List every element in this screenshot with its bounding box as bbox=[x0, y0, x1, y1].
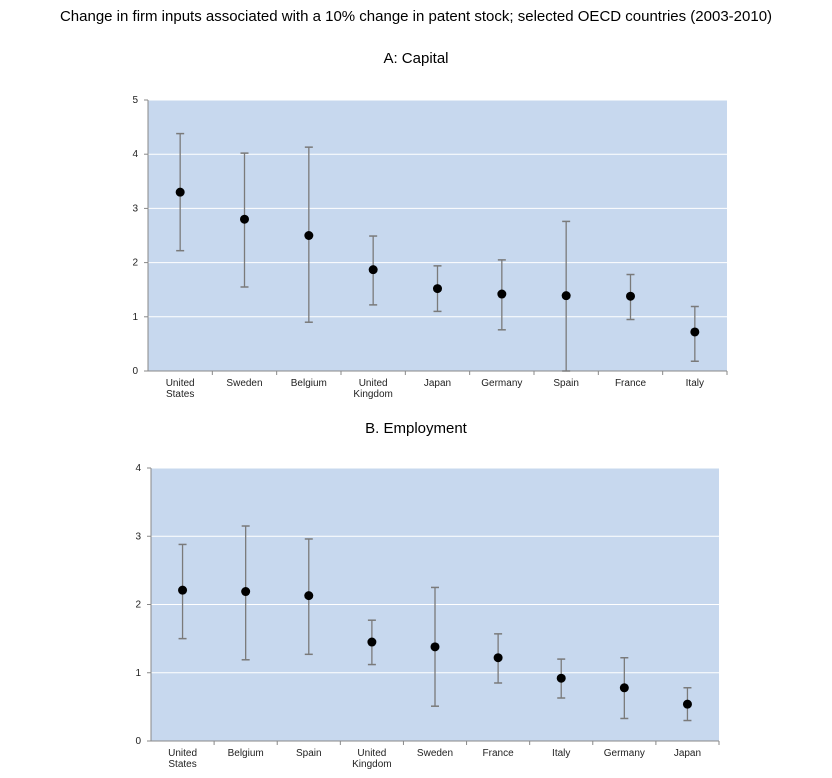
capital-y-tick-label: 0 bbox=[132, 366, 138, 377]
employment-category-label: Spain bbox=[296, 748, 322, 759]
capital-category-label-line: Spain bbox=[553, 378, 579, 389]
panel-a-title: A: Capital bbox=[383, 50, 449, 67]
employment-category-label: United States bbox=[168, 748, 197, 770]
employment-category-label-line: Spain bbox=[296, 748, 322, 759]
capital-point bbox=[690, 327, 700, 337]
employment-category-label-line: States bbox=[168, 759, 196, 770]
employment-y-tick-label: 4 bbox=[135, 463, 141, 474]
employment-category-label-line: United bbox=[168, 748, 197, 759]
employment-category-label-line: France bbox=[483, 748, 515, 759]
employment-category-label-line: Belgium bbox=[228, 748, 264, 759]
employment-point bbox=[367, 637, 377, 647]
capital-category-label-line: United bbox=[359, 378, 388, 389]
capital-category-label-line: Belgium bbox=[291, 378, 327, 389]
capital-point bbox=[626, 291, 635, 301]
capital-category-label-line: United bbox=[166, 378, 195, 389]
employment-point bbox=[430, 642, 440, 652]
capital-point bbox=[304, 231, 314, 240]
capital-point bbox=[433, 284, 442, 294]
capital-y-tick-label: 5 bbox=[132, 95, 138, 106]
capital-category-label: Belgium bbox=[291, 378, 327, 389]
panel-b-title: B. Employment bbox=[365, 420, 467, 437]
capital-y-tick-label: 1 bbox=[132, 312, 138, 323]
employment-point bbox=[178, 585, 188, 595]
capital-category-label-line: Kingdom bbox=[353, 389, 392, 400]
employment-category-label-line: Germany bbox=[604, 748, 645, 759]
employment-y-tick-label: 0 bbox=[135, 736, 141, 747]
employment-category-label: Italy bbox=[552, 748, 570, 759]
employment-category-label-line: United bbox=[357, 748, 386, 759]
capital-category-label: United Kingdom bbox=[353, 378, 392, 400]
capital-category-label: Sweden bbox=[226, 378, 262, 389]
figure-title: Change in firm inputs associated with a … bbox=[59, 8, 773, 25]
employment-y-tick-label: 2 bbox=[135, 600, 141, 611]
capital-category-label: Germany bbox=[481, 378, 522, 389]
employment-category-label: United Kingdom bbox=[352, 748, 391, 770]
employment-point bbox=[241, 587, 251, 597]
capital-category-label-line: France bbox=[615, 378, 647, 389]
capital-category-label: Spain bbox=[553, 378, 579, 389]
capital-point bbox=[561, 291, 571, 301]
employment-point bbox=[556, 673, 566, 683]
employment-category-label: Sweden bbox=[417, 748, 453, 759]
employment-point bbox=[682, 699, 692, 709]
capital-category-label: Japan bbox=[424, 378, 451, 389]
employment-point bbox=[304, 591, 314, 601]
capital-y-tick-label: 4 bbox=[132, 149, 138, 160]
employment-point bbox=[493, 653, 503, 663]
employment-category-label-line: Italy bbox=[552, 748, 570, 759]
capital-plot-area bbox=[148, 100, 727, 371]
capital-category-label-line: Italy bbox=[686, 378, 704, 389]
employment-y-tick-label: 1 bbox=[135, 668, 141, 679]
capital-point bbox=[497, 289, 507, 299]
employment-category-label: Germany bbox=[604, 748, 645, 759]
capital-category-label: France bbox=[615, 378, 647, 389]
capital-point bbox=[175, 187, 185, 197]
employment-category-label: France bbox=[483, 748, 515, 759]
capital-category-label-line: Japan bbox=[424, 378, 451, 389]
employment-category-label-line: Kingdom bbox=[352, 759, 391, 770]
capital-category-label-line: Sweden bbox=[226, 378, 262, 389]
capital-point bbox=[240, 214, 249, 224]
employment-category-label: Japan bbox=[674, 748, 701, 759]
capital-category-label: United States bbox=[166, 378, 195, 400]
employment-point bbox=[619, 683, 629, 693]
employment-category-label-line: Sweden bbox=[417, 748, 453, 759]
employment-category-label: Belgium bbox=[228, 748, 264, 759]
capital-point bbox=[368, 265, 378, 275]
capital-category-label-line: Germany bbox=[481, 378, 522, 389]
employment-category-label-line: Japan bbox=[674, 748, 701, 759]
capital-category-label: Italy bbox=[686, 378, 704, 389]
employment-y-tick-label: 3 bbox=[135, 531, 141, 542]
capital-y-tick-label: 3 bbox=[132, 203, 138, 214]
capital-category-label-line: States bbox=[166, 389, 194, 400]
capital-y-tick-label: 2 bbox=[132, 258, 138, 269]
